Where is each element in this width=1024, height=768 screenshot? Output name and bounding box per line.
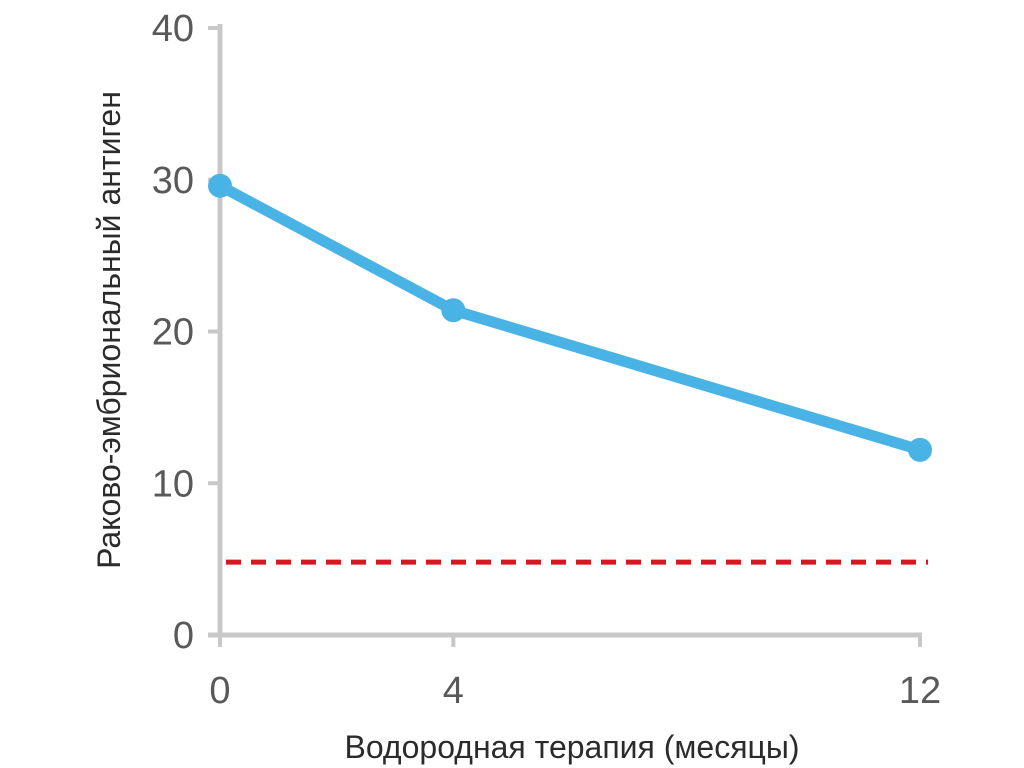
series-line [214,180,926,456]
tick-labels: 0 10 20 30 40 0 4 12 [152,8,941,712]
y-tick-label: 20 [152,312,194,354]
x-tick-label: 4 [443,670,464,712]
x-axis-title: Водородная терапия (месяцы) [344,729,799,765]
x-tick-label: 12 [899,670,941,712]
y-tick-label: 0 [173,615,194,657]
data-point [908,437,932,462]
y-tick-label: 30 [152,160,194,202]
axes [208,24,922,647]
data-point [441,298,466,323]
data-point [208,173,232,198]
x-tick-label: 0 [209,670,230,712]
y-tick-label: 10 [152,463,194,505]
y-tick-label: 40 [152,8,194,50]
y-axis-title: Раково-эмбриональный антиген [91,91,127,569]
series-group [208,173,932,462]
